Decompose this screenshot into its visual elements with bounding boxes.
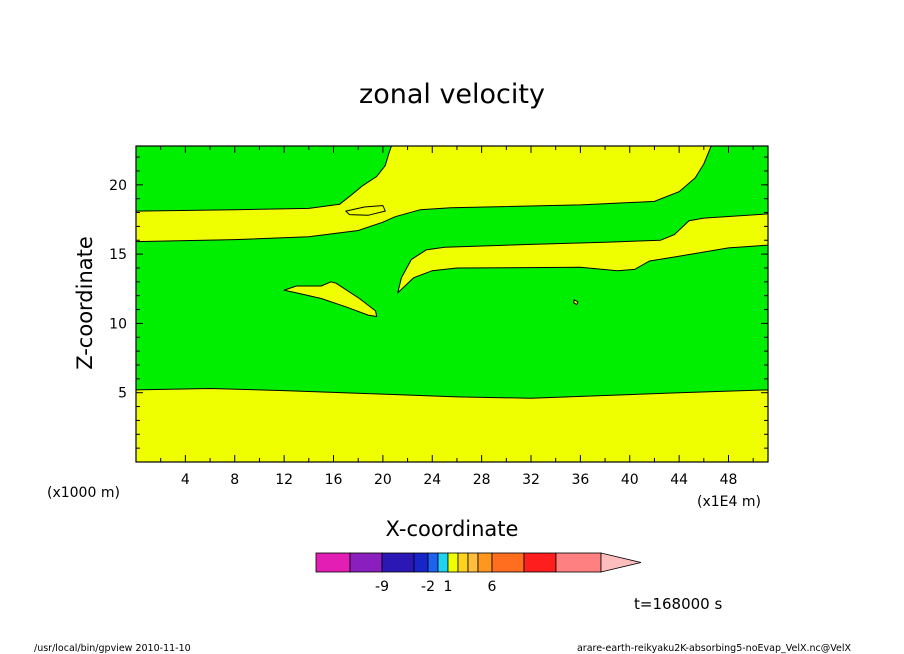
contour-region-lower-band: [135, 388, 769, 463]
x-tick-label: 4: [181, 472, 190, 488]
colorbar-label: 6: [488, 579, 497, 595]
colorbar-swatch: [437, 552, 449, 573]
colorbar-swatch: [381, 552, 415, 573]
y-tick-label: 5: [118, 386, 127, 402]
x-tick-label: 8: [230, 472, 239, 488]
colorbar-label: 1: [444, 579, 453, 595]
colorbar-swatch: [413, 552, 429, 573]
x-tick-label: 32: [522, 472, 540, 488]
colorbar-label: -2: [421, 579, 435, 595]
y-axis-label: Z-coordinate: [73, 236, 97, 370]
colorbar-extend-arrow: [600, 552, 642, 573]
time-label: t=168000 s: [634, 595, 722, 613]
x-tick-label: 28: [473, 472, 491, 488]
colorbar-swatch: [457, 552, 469, 573]
x-tick-label: 16: [325, 472, 343, 488]
contour-region-lens-left: [283, 281, 378, 317]
plot-frame: [135, 145, 769, 463]
y-tick-label: 10: [109, 316, 127, 332]
x-tick-label: 48: [720, 472, 738, 488]
contour-region-middle-band: [135, 145, 712, 243]
footer-left: /usr/local/bin/gpview 2010-11-10: [34, 643, 191, 654]
contour-regions: [135, 145, 769, 463]
colorbar-label: -9: [375, 579, 389, 595]
y-ticks: 5 10 15 20: [109, 156, 768, 449]
colorbar-swatch: [555, 552, 602, 573]
x-tick-label: 40: [621, 472, 639, 488]
colorbar: -9 -2 1 6: [315, 552, 642, 595]
colorbar-swatch: [523, 552, 557, 573]
footer-right: arare-earth-reikyaku2K-absorbing5-noEvap…: [577, 643, 852, 654]
x-tick-label: 36: [571, 472, 589, 488]
y-unit-label: (x1000 m): [47, 485, 120, 501]
colorbar-swatch: [447, 552, 459, 573]
contour-region-small-dot: [573, 299, 579, 306]
colorbar-swatch: [349, 552, 383, 573]
x-tick-label: 44: [670, 472, 688, 488]
colorbar-swatch: [427, 552, 439, 573]
x-unit-label: (x1E4 m): [697, 494, 761, 510]
colorbar-swatch: [477, 552, 493, 573]
colorbar-swatch: [467, 552, 479, 573]
colorbar-swatch: [491, 552, 525, 573]
y-tick-label: 20: [109, 178, 127, 194]
x-tick-label: 20: [374, 472, 392, 488]
x-tick-label: 12: [275, 472, 293, 488]
contour-region-lens-upper: [345, 205, 386, 216]
chart-title: zonal velocity: [359, 79, 545, 110]
colorbar-swatch: [315, 552, 351, 573]
x-tick-label: 24: [423, 472, 441, 488]
x-axis-label: X-coordinate: [386, 517, 519, 541]
x-ticks: 4 8 12 16 20 24 28 32 36 40 44 48: [135, 146, 754, 488]
y-tick-label: 15: [109, 247, 127, 263]
